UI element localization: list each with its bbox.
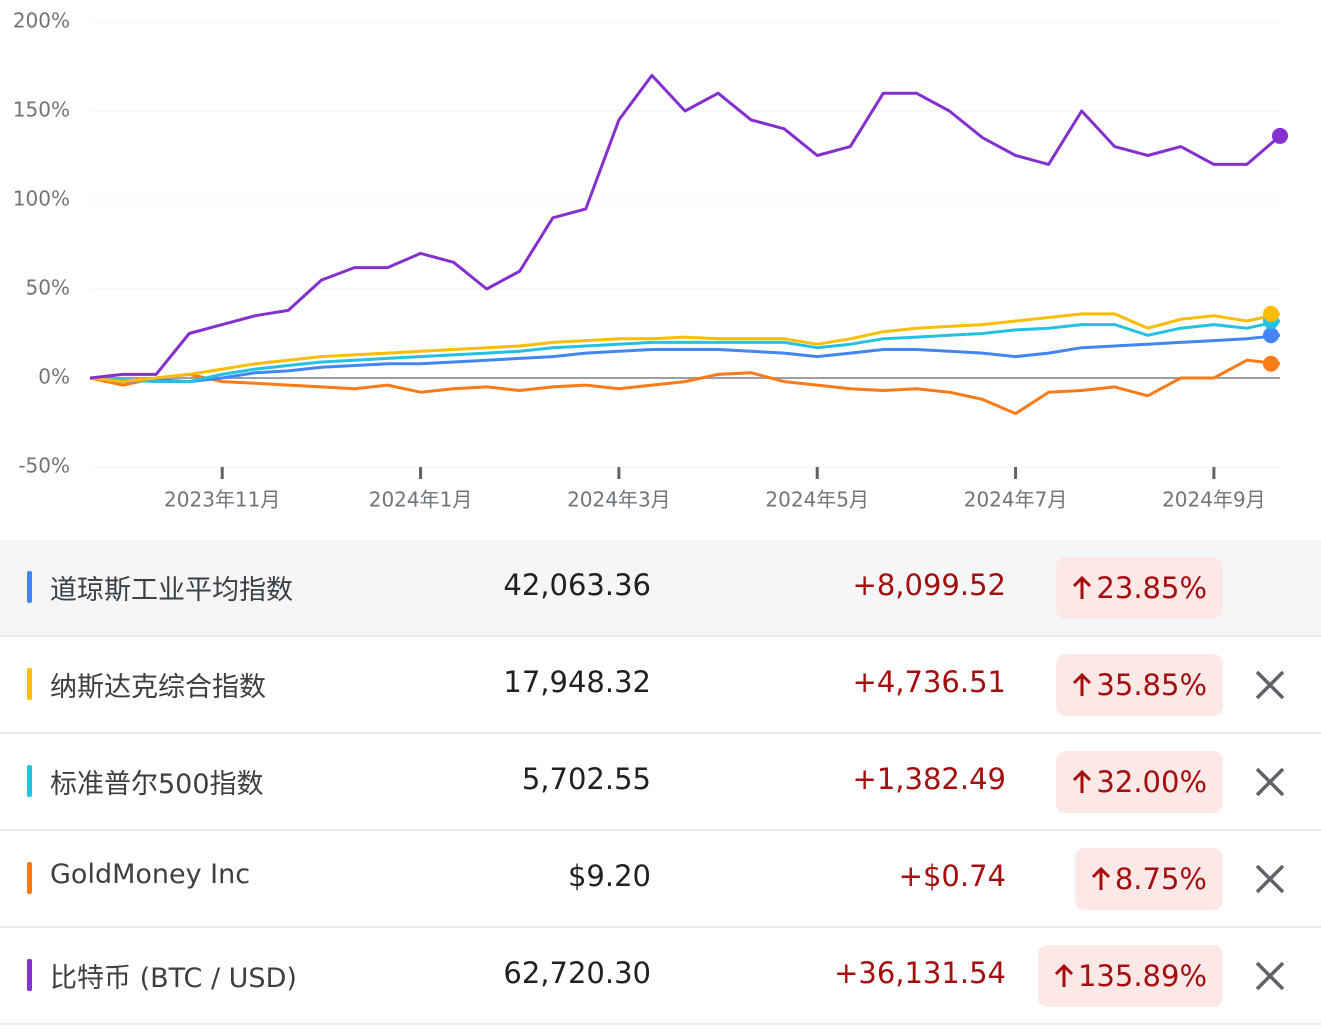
series-color-bar <box>27 668 32 700</box>
table-row[interactable]: GoldMoney Inc $9.20 +$0.74 8.75% <box>0 831 1321 928</box>
security-name: 比特币 (BTC / USD) <box>50 963 297 994</box>
series-color-bar <box>27 959 32 991</box>
security-name: 纳斯达克综合指数 <box>50 672 266 703</box>
percent-change: 32.00% <box>1096 765 1207 799</box>
chart: -50% 0% 50% 100% 150% 200% 2023年11月 2024年1月 2024… <box>13 9 1288 512</box>
y-tick-label: -50% <box>18 454 70 478</box>
end-dot <box>1263 305 1279 322</box>
table-row[interactable]: 比特币 (BTC / USD) 62,720.30 +36,131.54 135.89… <box>0 928 1321 1025</box>
price: 5,702.55 <box>521 762 651 796</box>
x-tick-label: 2024年9月 <box>1162 488 1266 512</box>
up-arrow-icon <box>1073 770 1092 793</box>
series-line <box>89 319 1281 384</box>
percent-change: 8.75% <box>1114 862 1207 896</box>
series-color-bar <box>27 862 32 894</box>
y-tick-label: 0% <box>38 365 70 389</box>
series-color-bar <box>27 765 32 797</box>
percent-change-chip: 23.85% <box>1056 557 1223 619</box>
remove-button[interactable] <box>1254 766 1286 798</box>
series-color-bar <box>27 571 32 603</box>
percent-change-chip: 35.85% <box>1056 654 1223 716</box>
series-line <box>89 312 1281 384</box>
table-row[interactable]: 道琼斯工业平均指数 42,063.36 +8,099.52 23.85% <box>0 540 1321 637</box>
percent-change-chip: 135.89% <box>1037 945 1223 1007</box>
series-line <box>89 358 1281 416</box>
up-arrow-icon <box>1054 964 1074 987</box>
percent-change: 35.85% <box>1096 668 1207 702</box>
series-line <box>89 73 1281 380</box>
y-tick-label: 50% <box>26 276 70 300</box>
percent-change-chip: 8.75% <box>1074 848 1223 910</box>
price: 42,063.36 <box>503 568 651 602</box>
end-dot <box>1272 127 1288 144</box>
x-tick-label: 2024年1月 <box>369 488 473 512</box>
percent-change: 23.85% <box>1096 571 1207 605</box>
price: 62,720.30 <box>503 956 651 990</box>
security-name: 标准普尔500指数 <box>50 769 264 800</box>
price: 17,948.32 <box>503 665 651 699</box>
table-row[interactable]: 纳斯达克综合指数 17,948.32 +4,736.51 35.85% <box>0 637 1321 734</box>
up-arrow-icon <box>1073 673 1092 696</box>
change: +8,099.52 <box>852 568 1006 602</box>
x-tick-label: 2024年5月 <box>765 488 869 512</box>
comparison-table: 道琼斯工业平均指数 42,063.36 +8,099.52 23.85% 纳斯达克综合指… <box>0 540 1321 1025</box>
table-row[interactable]: 标准普尔500指数 5,702.55 +1,382.49 32.00% <box>0 734 1321 831</box>
change: +36,131.54 <box>834 956 1006 990</box>
y-tick-label: 200% <box>13 9 70 33</box>
x-tick-label: 2024年3月 <box>567 488 671 512</box>
series-line <box>89 333 1281 384</box>
end-dot <box>1263 327 1279 344</box>
x-tick-label: 2024年7月 <box>964 488 1068 512</box>
remove-button[interactable] <box>1254 863 1286 895</box>
percent-change-chip: 32.00% <box>1056 751 1223 813</box>
up-arrow-icon <box>1091 867 1110 890</box>
end-dot <box>1263 355 1279 372</box>
x-tick-label: 2023年11月 <box>164 488 280 512</box>
remove-button[interactable] <box>1254 960 1286 992</box>
percent-change: 135.89% <box>1077 959 1207 993</box>
price: $9.20 <box>567 859 651 893</box>
security-name: GoldMoney Inc <box>50 859 251 890</box>
up-arrow-icon <box>1073 576 1092 599</box>
remove-button[interactable] <box>1254 669 1286 701</box>
change: +$0.74 <box>898 859 1006 893</box>
change: +1,382.49 <box>852 762 1006 796</box>
security-name: 道琼斯工业平均指数 <box>50 575 293 606</box>
change: +4,736.51 <box>852 665 1006 699</box>
y-tick-label: 100% <box>13 187 70 211</box>
y-tick-label: 150% <box>13 98 70 122</box>
